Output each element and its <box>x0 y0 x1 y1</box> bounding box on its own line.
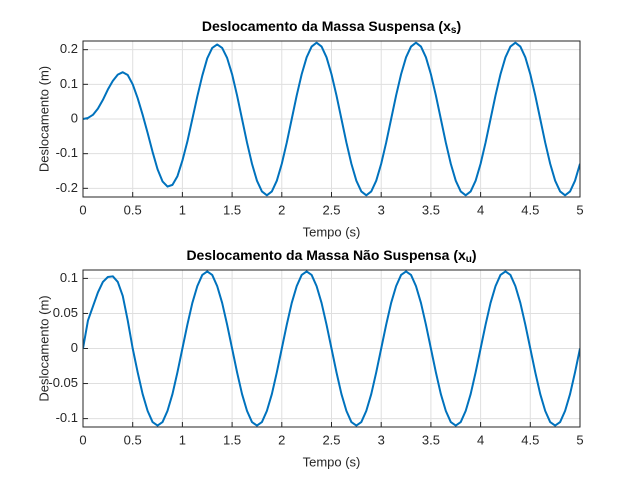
title-subscript: s <box>451 25 457 36</box>
y-tick-label: 0.1 <box>60 270 78 285</box>
x-tick-label: 0 <box>79 432 86 447</box>
x-tick-label: 1.5 <box>223 432 241 447</box>
title-subscript: u <box>466 254 472 265</box>
x-tick-label: 3.5 <box>422 432 440 447</box>
y-tick-label: -0.1 <box>56 145 78 160</box>
x-tick-label: 0 <box>79 202 86 217</box>
x-tick-label: 1 <box>179 202 186 217</box>
x-tick-label: 2.5 <box>322 202 340 217</box>
y-tick-label: -0.2 <box>56 180 78 195</box>
x-tick-label: 1.5 <box>223 202 241 217</box>
axes-box <box>82 269 581 428</box>
y-axis-label: Deslocamento (m) <box>36 295 51 401</box>
x-tick-label: 0.5 <box>124 202 142 217</box>
x-tick-label: 5 <box>576 432 583 447</box>
x-tick-label: 4.5 <box>521 202 539 217</box>
y-tick-label: 0 <box>71 340 78 355</box>
title-part: Deslocamento da Massa Não Suspensa (x <box>186 247 466 263</box>
title-part: Deslocamento da Massa Suspensa (x <box>202 18 451 34</box>
y-tick-label: -0.1 <box>56 410 78 425</box>
x-tick-label: 4 <box>477 202 484 217</box>
x-tick-label: 0.5 <box>124 432 142 447</box>
y-axis-label: Deslocamento (m) <box>36 66 51 172</box>
x-tick-label: 3 <box>378 202 385 217</box>
x-tick-label: 4.5 <box>521 432 539 447</box>
chart-title: Deslocamento da Massa Suspensa (xs) <box>202 18 461 36</box>
x-tick-label: 2 <box>278 432 285 447</box>
x-axis-label: Tempo (s) <box>303 224 361 239</box>
chart-title: Deslocamento da Massa Não Suspensa (xu) <box>186 247 476 265</box>
x-tick-label: 2 <box>278 202 285 217</box>
x-tick-label: 2.5 <box>322 432 340 447</box>
data-line <box>83 41 580 197</box>
y-tick-label: 0.05 <box>53 305 78 320</box>
x-tick-label: 3.5 <box>422 202 440 217</box>
x-tick-label: 3 <box>378 432 385 447</box>
x-tick-label: 1 <box>179 432 186 447</box>
y-tick-label: -0.05 <box>48 375 78 390</box>
axes-box <box>82 40 581 198</box>
title-part: ) <box>472 247 477 263</box>
data-line <box>83 270 580 427</box>
x-axis-label: Tempo (s) <box>303 454 361 469</box>
y-tick-label: 0.1 <box>60 76 78 91</box>
plot-lines <box>83 41 580 197</box>
y-tick-label: 0 <box>71 110 78 125</box>
x-tick-label: 4 <box>477 432 484 447</box>
y-tick-label: 0.2 <box>60 41 78 56</box>
plot-lines <box>83 270 580 427</box>
x-tick-label: 5 <box>576 202 583 217</box>
title-part: ) <box>456 18 461 34</box>
